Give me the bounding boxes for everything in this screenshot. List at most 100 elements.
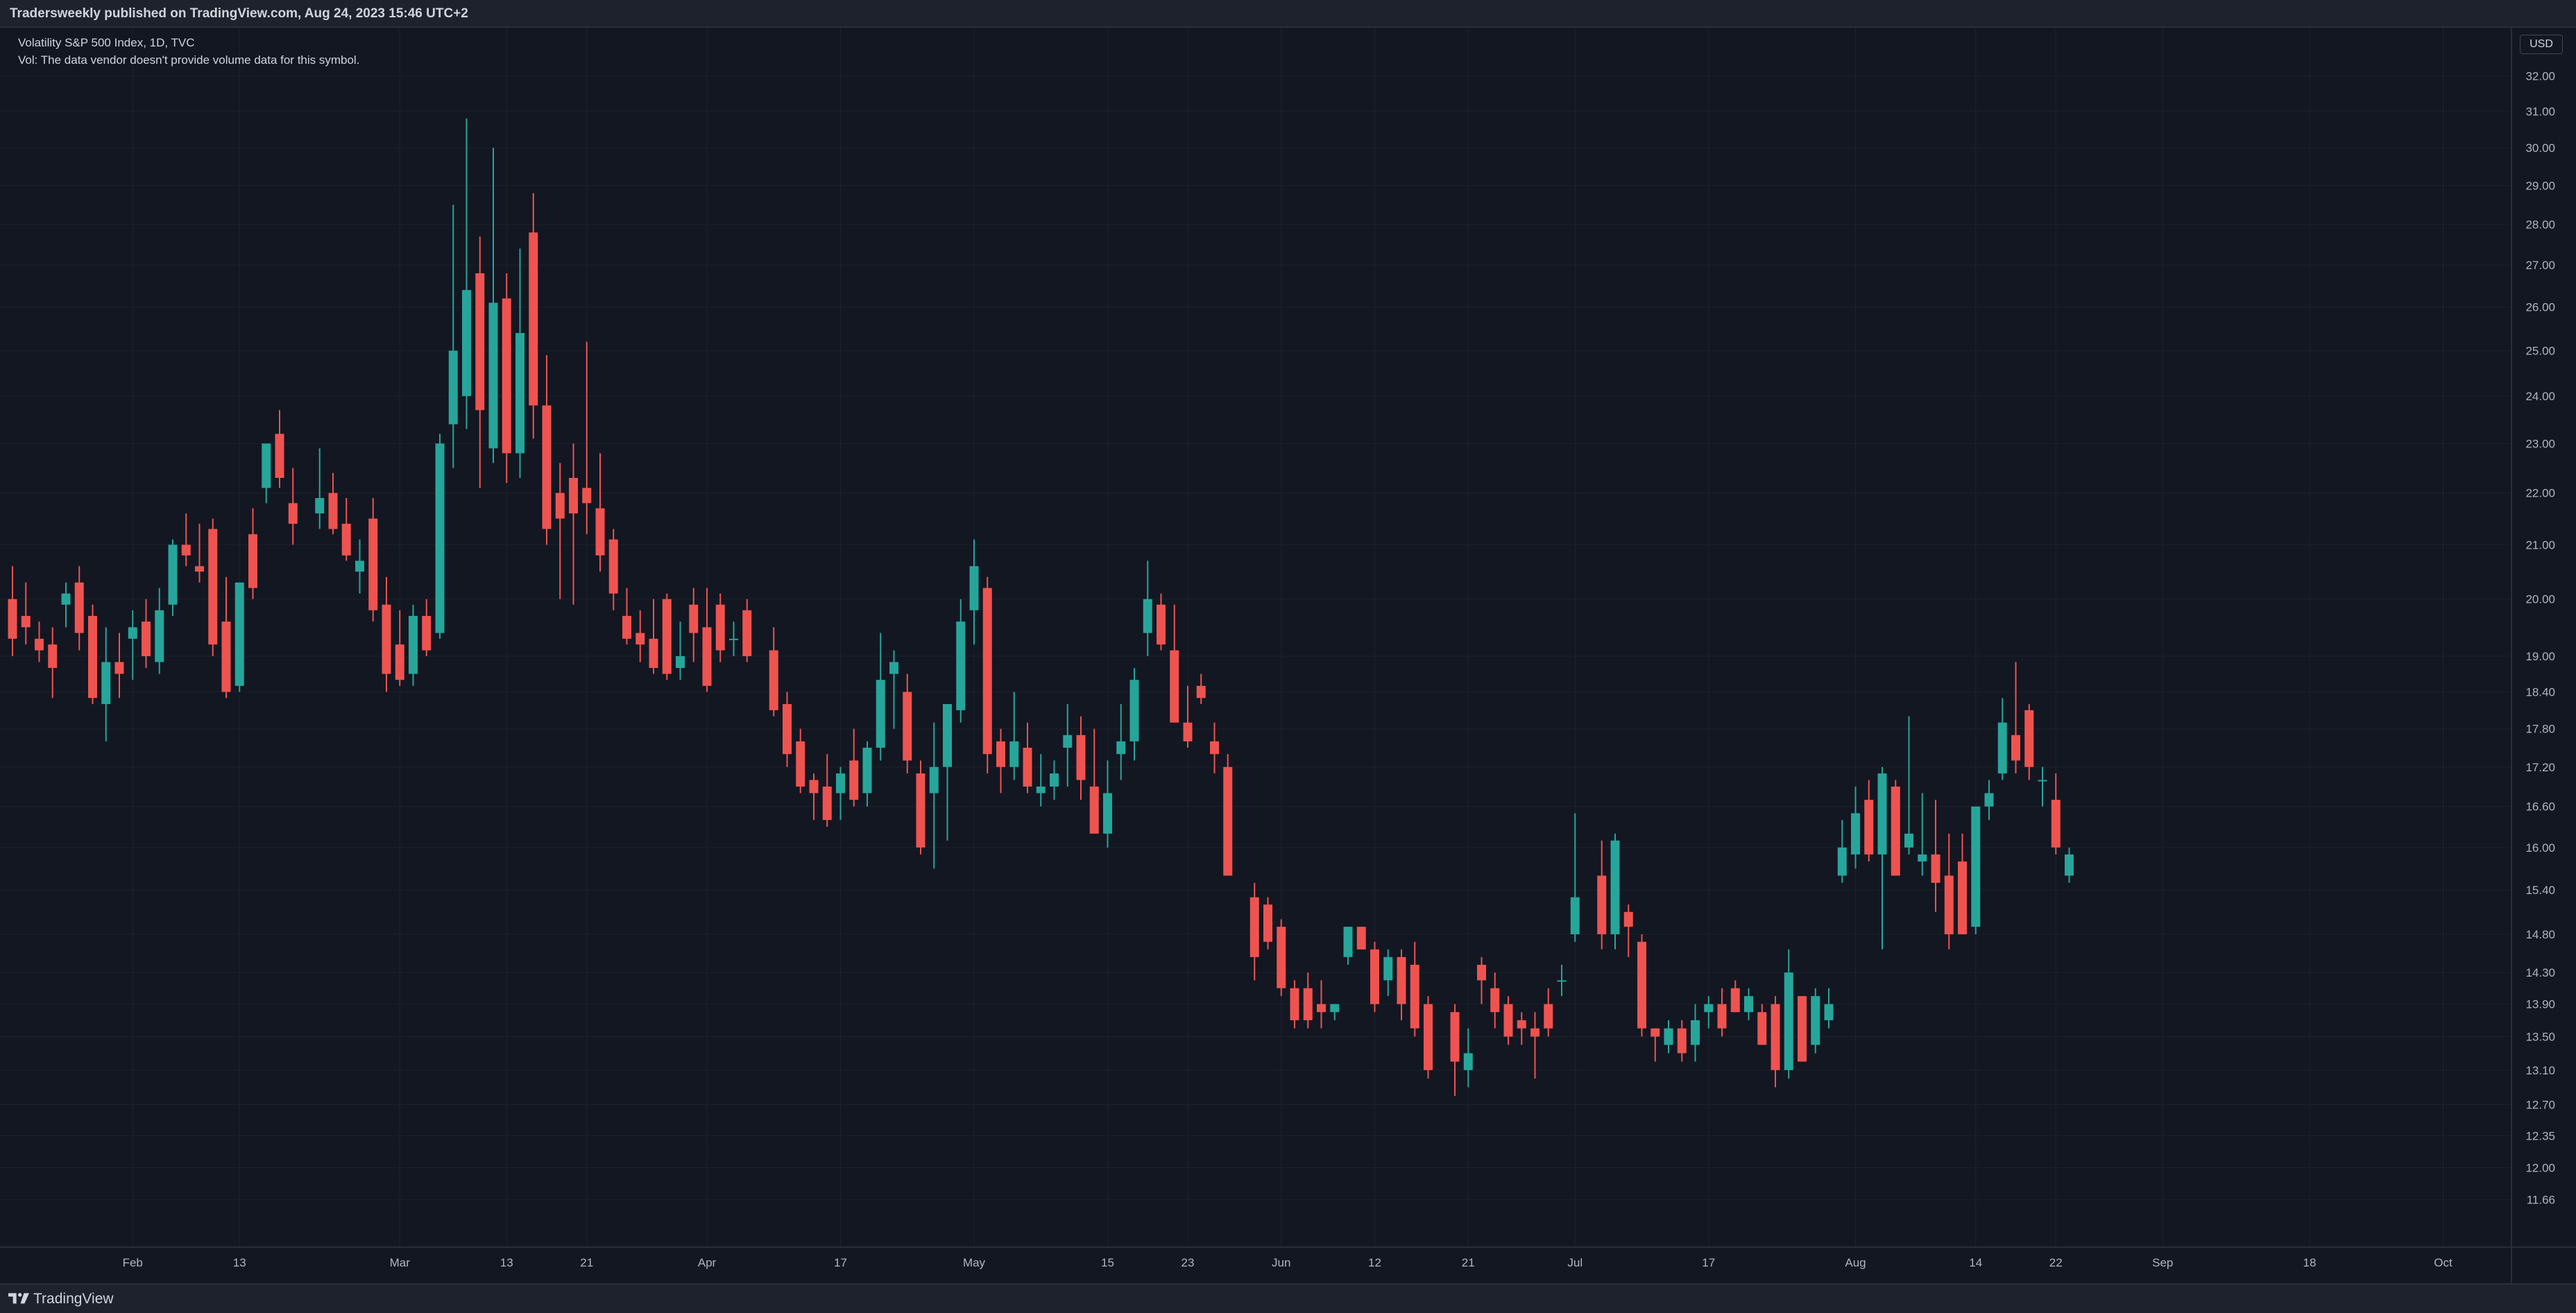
candle-body [676,656,685,669]
candle-body [1984,793,1994,807]
candle-body [2024,710,2034,767]
candle-down [2051,773,2061,855]
price-tick-label: 23.00 [2525,437,2555,450]
candle-up [1557,964,1567,997]
candle-up [1103,760,1112,848]
candle-down [195,524,204,583]
candle-down [1530,1012,1539,1079]
candle-body [1891,787,1900,876]
candle-down [1650,1028,1660,1062]
price-tick-label: 27.00 [2525,259,2555,272]
price-tick-label: 22.00 [2525,487,2555,500]
candle-body [996,741,1005,767]
price-tick-label: 12.00 [2525,1162,2555,1175]
candle-down [1597,840,1607,950]
candle-body [1717,1004,1727,1029]
candle-body [862,748,872,793]
candle-body [234,582,244,686]
candle-body [1677,1028,1687,1054]
candle-body [1089,787,1099,834]
candle-body [1597,875,1607,934]
candle-down [822,754,832,827]
candle-down [769,627,778,716]
candle-body [1424,1004,1433,1070]
candle-down [1277,919,1286,997]
candle-body [1009,741,1019,767]
candle-body [1610,840,1620,934]
candle-body [796,741,805,787]
candle-down [796,728,805,793]
price-axis[interactable]: 32.00 31.00 30.00 29.00 28.00 27.00 26.00 25.00… [2525,69,2555,1206]
candle-up [409,604,418,686]
candle-body [956,621,966,710]
candle-up [676,621,685,680]
candle-body [729,638,738,640]
candle-body [1129,680,1139,741]
candle-down [395,610,404,686]
candle-body [1971,806,1981,927]
candle-up [488,147,498,463]
candle-body [61,593,71,605]
candles [8,118,2074,1096]
candle-down [21,582,31,645]
candle-up [1984,780,1994,821]
candle-body [1290,988,1299,1020]
candle-body [2051,800,2061,848]
candle-down [248,508,257,599]
chart-area[interactable]: 32.00 31.00 30.00 29.00 28.00 27.00 26.00 25.00… [0,28,2576,1283]
candle-body [836,773,845,793]
candle-up [1143,560,1152,657]
candlestick-chart[interactable]: 32.00 31.00 30.00 29.00 28.00 27.00 26.00 25.00… [0,28,2576,1283]
candle-body [582,488,592,504]
candle-down [181,513,191,567]
price-tick-label: 21.00 [2525,538,2555,551]
candle-body [1784,972,1793,1070]
candle-up [1570,813,1580,942]
candle-down [2024,704,2034,780]
candle-body [889,662,898,674]
candle-down [1356,927,1366,950]
candle-body [1477,964,1486,981]
candle-up [61,582,71,628]
candle-body [662,599,672,674]
price-tick-label: 29.00 [2525,179,2555,192]
candle-up [956,599,966,723]
candle-body [1837,847,1847,876]
price-tick-label: 11.66 [2527,1194,2555,1207]
candle-body [435,443,445,633]
candle-up [1009,692,1019,780]
candle-up [234,582,244,692]
price-tick-label: 12.35 [2525,1129,2555,1142]
candle-down [1798,996,1807,1062]
candle-down [809,773,819,821]
time-axis[interactable]: Feb 13 Mar 13 21 Apr 17 May 15 23 Jun 12 21 Jul 17 Aug 1… [123,1256,2453,1269]
candle-body [88,615,97,698]
candle-body [488,302,498,449]
currency-badge[interactable]: USD [2520,35,2563,54]
candle-body [1744,996,1753,1013]
candle-body [1503,1004,1513,1037]
candle-body [1530,1028,1539,1037]
candle-down [1263,897,1272,950]
candle-down [208,518,218,657]
candle-body [2011,735,2020,761]
candle-up [1971,806,1981,934]
candle-down [1944,833,1954,950]
candle-body [114,662,124,674]
candle-body [1170,650,1179,723]
time-tick-label: 17 [834,1256,847,1269]
candle-up [1116,704,1126,780]
price-tick-label: 19.00 [2525,650,2555,663]
candle-body [1931,854,1940,883]
candle-down [1424,996,1433,1079]
candle-down [1677,1020,1687,1062]
candle-down [422,599,432,657]
candle-down [595,453,605,572]
candle-body [1317,1004,1326,1013]
candle-up [1063,704,1073,787]
candle-down [649,599,658,674]
price-tick-label: 24.00 [2525,390,2555,403]
legend-symbol-info: Volatility S&P 500 Index, 1D, TVC [18,36,195,49]
candle-body [21,615,31,628]
candle-up [1904,716,1913,855]
